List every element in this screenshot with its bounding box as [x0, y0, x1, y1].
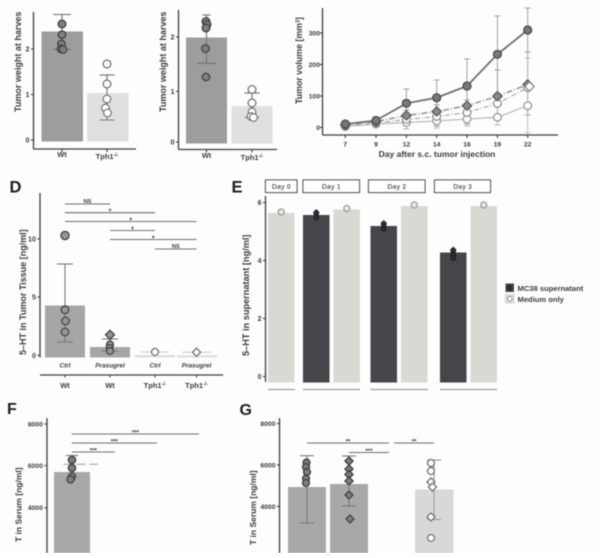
svg-text:T in Serum [ng/ml]: T in Serum [ng/ml]: [14, 467, 24, 542]
svg-text:0: 0: [171, 138, 175, 147]
svg-text:Wt: Wt: [202, 151, 212, 160]
svg-text:*: *: [129, 218, 132, 225]
svg-text:300: 300: [309, 30, 321, 37]
svg-text:19: 19: [494, 142, 502, 149]
svg-text:Ctrl: Ctrl: [149, 363, 160, 370]
svg-text:T in Serum [ng/ml]: T in Serum [ng/ml]: [248, 470, 258, 545]
svg-text:***: ***: [90, 448, 98, 455]
svg-text:***: ***: [132, 430, 140, 437]
svg-text:E: E: [232, 179, 243, 197]
svg-text:NS: NS: [83, 199, 91, 205]
svg-text:2: 2: [258, 316, 262, 323]
svg-text:8000: 8000: [28, 421, 43, 428]
svg-text:1: 1: [26, 90, 30, 99]
svg-text:MC38 supernatant: MC38 supernatant: [518, 284, 584, 293]
svg-text:Wt: Wt: [105, 381, 115, 390]
svg-text:0: 0: [26, 136, 30, 145]
svg-text:10: 10: [28, 234, 36, 243]
svg-text:Tph1-/-: Tph1-/-: [144, 381, 167, 390]
svg-text:Tph1-/-: Tph1-/-: [241, 153, 264, 162]
svg-text:9: 9: [374, 142, 378, 149]
svg-text:Tph1-/-: Tph1-/-: [185, 381, 208, 390]
svg-text:2: 2: [26, 45, 30, 54]
svg-text:12: 12: [403, 142, 411, 149]
svg-text:Tumor weight at harves: Tumor weight at harves: [13, 12, 23, 112]
svg-text:Tph1-/-: Tph1-/-: [96, 152, 119, 161]
svg-text:Day 3: Day 3: [453, 184, 472, 191]
svg-text:Wt: Wt: [57, 150, 67, 159]
svg-text:G: G: [240, 402, 252, 419]
svg-text:200: 200: [309, 62, 321, 69]
svg-text:**: **: [346, 439, 351, 446]
svg-text:6: 6: [258, 200, 262, 207]
svg-text:F: F: [7, 401, 17, 418]
svg-text:5–HT in supernatant [ng/ml]: 5–HT in supernatant [ng/ml]: [241, 235, 251, 357]
svg-text:*: *: [131, 227, 134, 234]
svg-text:0: 0: [32, 351, 36, 360]
svg-text:**: **: [412, 439, 417, 446]
svg-text:5: 5: [32, 293, 36, 302]
svg-text:0: 0: [316, 125, 320, 132]
svg-text:4000: 4000: [28, 505, 43, 512]
svg-text:*: *: [152, 236, 155, 243]
svg-text:6000: 6000: [28, 463, 43, 470]
svg-text:0: 0: [258, 374, 262, 381]
svg-text:Ctrl: Ctrl: [59, 363, 70, 370]
svg-text:6000: 6000: [260, 462, 275, 469]
svg-text:***: ***: [111, 439, 119, 446]
svg-text:8000: 8000: [260, 421, 275, 428]
svg-text:Tumor volume [mm3]: Tumor volume [mm3]: [294, 17, 304, 104]
svg-text:Medium only: Medium only: [518, 295, 565, 304]
svg-text:4000: 4000: [260, 504, 275, 511]
svg-text:Day after s.c. tumor injection: Day after s.c. tumor injection: [379, 149, 496, 159]
svg-text:14: 14: [433, 142, 441, 149]
svg-text:Wt: Wt: [60, 381, 70, 390]
svg-text:22: 22: [524, 142, 532, 149]
svg-text:5–HT in Tumor Tissue [ng/ml]: 5–HT in Tumor Tissue [ng/ml]: [18, 229, 28, 355]
svg-text:16: 16: [463, 142, 471, 149]
svg-text:Prasugrel: Prasugrel: [182, 363, 212, 370]
svg-text:1: 1: [171, 87, 175, 96]
svg-text:Prasugrel: Prasugrel: [95, 363, 125, 370]
svg-text:Day 1: Day 1: [322, 184, 341, 191]
svg-text:*: *: [109, 209, 112, 216]
svg-text:100: 100: [309, 93, 321, 100]
svg-text:2: 2: [171, 33, 175, 42]
svg-text:Tumor weight at harves: Tumor weight at harves: [158, 12, 168, 112]
svg-text:D: D: [10, 179, 22, 197]
svg-text:7: 7: [343, 142, 347, 149]
svg-text:***: ***: [365, 448, 373, 455]
svg-text:Day 0: Day 0: [272, 184, 291, 191]
svg-text:NS: NS: [172, 244, 180, 250]
svg-text:4: 4: [258, 258, 262, 265]
svg-text:Day 2: Day 2: [387, 184, 406, 191]
